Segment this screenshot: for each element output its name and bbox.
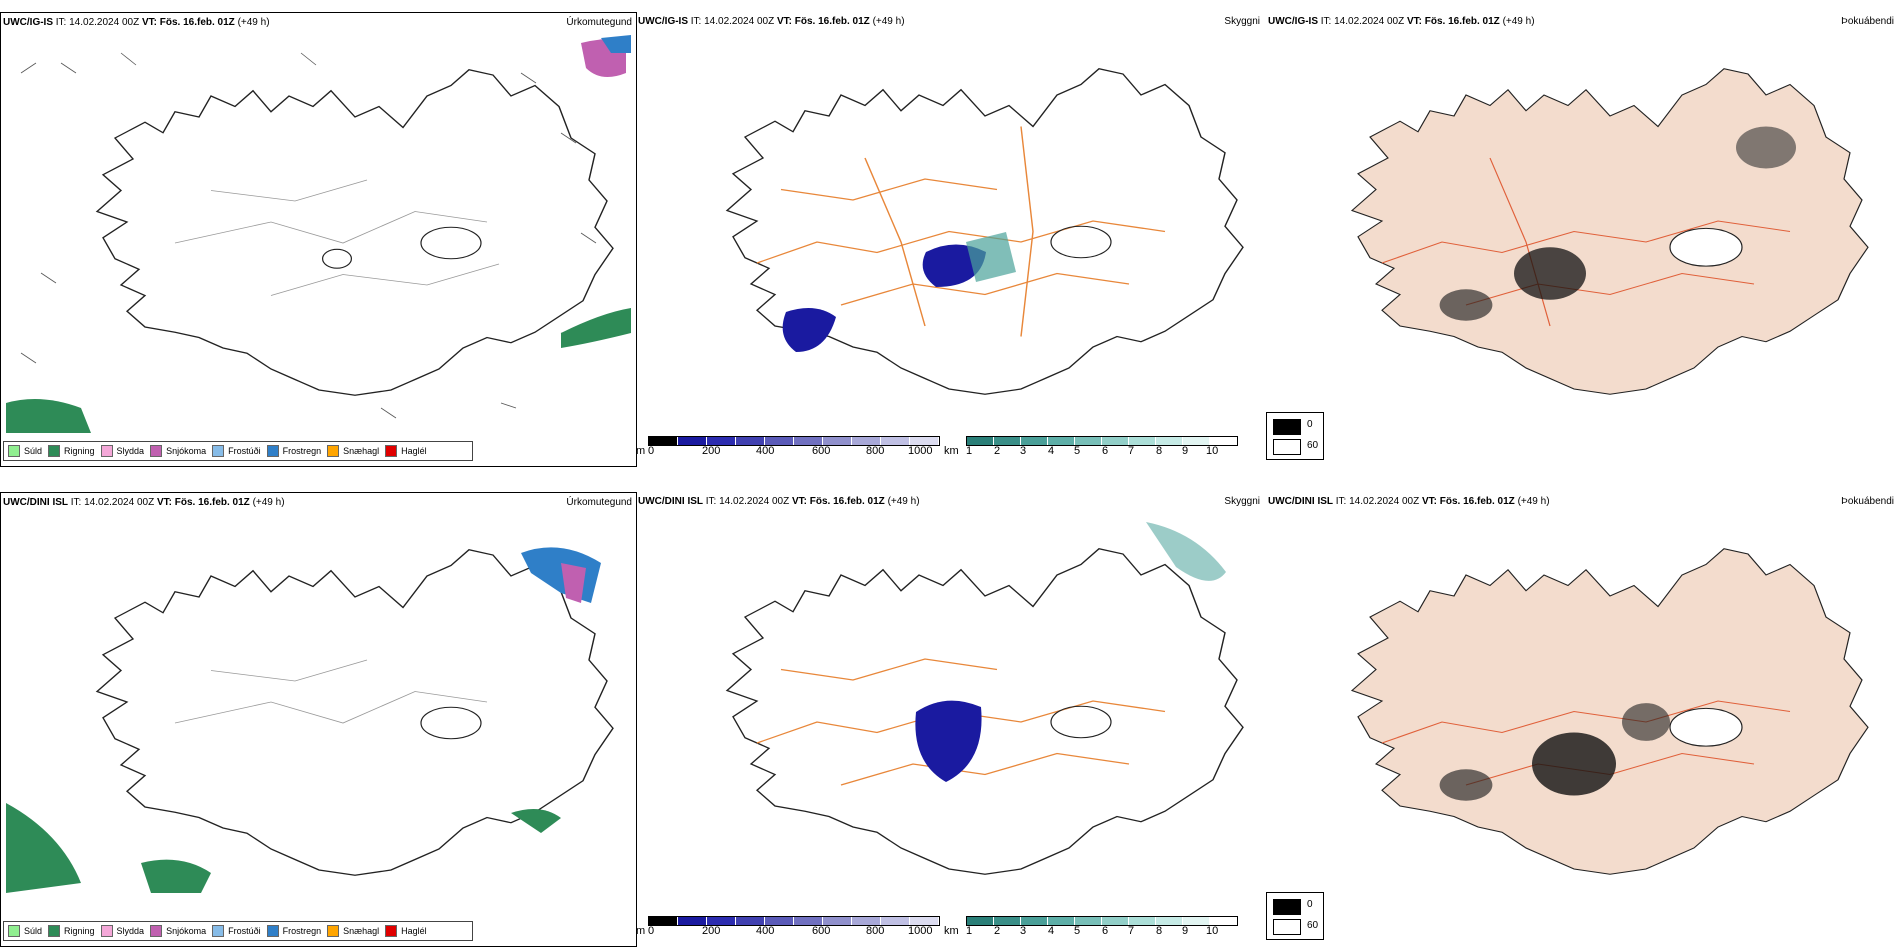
panel-title: Skyggni <box>1224 496 1260 507</box>
visibility-scale: km 1 2 3 4 5 6 7 8 9 10 <box>944 916 1244 940</box>
legend-item: Frostregn <box>266 445 321 457</box>
iceland-map <box>726 68 1244 395</box>
panel-header: UWC/DINI ISL IT: 14.02.2024 00Z VT: Fös.… <box>1268 496 1550 507</box>
legend-item: Frostúði <box>212 925 261 937</box>
legend-item: Rigning <box>48 925 95 937</box>
fog-index-panel-row2: UWC/DINI ISL IT: 14.02.2024 00Z VT: Fös.… <box>1266 492 1900 945</box>
legend-item: Slydda <box>100 925 144 937</box>
visibility-panel-row2: UWC/DINI ISL IT: 14.02.2024 00Z VT: Fös.… <box>636 492 1266 945</box>
fog-index-panel-row1: UWC/IG-IS IT: 14.02.2024 00Z VT: Fös. 16… <box>1266 12 1900 465</box>
panel-title: Úrkomutegund <box>566 17 632 28</box>
elevation-scale: m 0 200 400 600 800 1000 <box>636 436 940 460</box>
visibility-panel-row1: UWC/IG-IS IT: 14.02.2024 00Z VT: Fös. 16… <box>636 12 1266 465</box>
panel-header: UWC/DINI ISL IT: 14.02.2024 00Z VT: Fös.… <box>638 496 920 507</box>
legend-item: Slydda <box>100 445 144 457</box>
legend-item: Frostregn <box>266 925 321 937</box>
panel-header: UWC/IG-IS IT: 14.02.2024 00Z VT: Fös. 16… <box>3 17 270 28</box>
precip-legend: Súld Rigning Slydda Snjókoma Frostúði Fr… <box>3 921 473 941</box>
iceland-map <box>1351 548 1869 875</box>
iceland-map <box>6 547 614 893</box>
panel-header: UWC/IG-IS IT: 14.02.2024 00Z VT: Fös. 16… <box>638 16 905 27</box>
legend-item: Haglél <box>385 445 427 457</box>
legend-item: Rigning <box>48 445 95 457</box>
elevation-scale: m 0 200 400 600 800 1000 <box>636 916 940 940</box>
fog-key: 0 60 <box>1266 892 1324 940</box>
legend-item: Súld <box>8 445 42 457</box>
fog-key: 0 60 <box>1266 412 1324 460</box>
legend-item: Frostúði <box>212 445 261 457</box>
precip-type-panel-row1: UWC/IG-IS IT: 14.02.2024 00Z VT: Fös. 16… <box>0 12 637 467</box>
legend-item: Súld <box>8 925 42 937</box>
panel-header: UWC/IG-IS IT: 14.02.2024 00Z VT: Fös. 16… <box>1268 16 1535 27</box>
panel-title: Úrkomutegund <box>566 497 632 508</box>
iceland-map <box>726 522 1244 875</box>
iceland-map <box>1351 68 1869 395</box>
visibility-scale: km 1 2 3 4 5 6 7 8 9 10 <box>944 436 1244 460</box>
iceland-map <box>6 35 631 433</box>
panel-title: Skyggni <box>1224 16 1260 27</box>
legend-item: Haglél <box>385 925 427 937</box>
precip-legend: Súld Rigning Slydda Snjókoma Frostúði Fr… <box>3 441 473 461</box>
panel-title: Þokuábendi <box>1841 496 1894 507</box>
precip-type-panel-row2: UWC/DINI ISL IT: 14.02.2024 00Z VT: Fös.… <box>0 492 637 947</box>
panel-title: Þokuábendi <box>1841 16 1894 27</box>
panel-header: UWC/DINI ISL IT: 14.02.2024 00Z VT: Fös.… <box>3 497 285 508</box>
legend-item: Snjókoma <box>150 925 206 937</box>
legend-item: Snjókoma <box>150 445 206 457</box>
legend-item: Snæhagl <box>327 445 379 457</box>
legend-item: Snæhagl <box>327 925 379 937</box>
